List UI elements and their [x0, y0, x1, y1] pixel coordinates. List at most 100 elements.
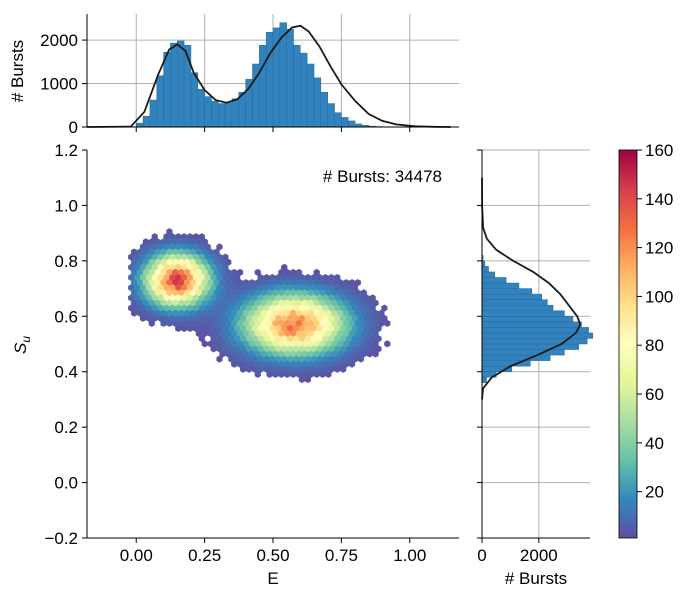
top-hist-bar — [135, 122, 144, 128]
top-hist-bars — [135, 22, 383, 128]
hexbin-cell — [304, 375, 311, 384]
main-xlabel: E — [267, 569, 278, 588]
top-hist-bar — [300, 52, 308, 128]
hexbin-cell — [245, 365, 253, 373]
top-hist-bar — [231, 98, 240, 128]
hexbin-cell — [131, 309, 138, 317]
top-hist-y-tick-label: 1000 — [40, 75, 78, 94]
top-hist-bar — [224, 102, 233, 128]
right-histogram: 0 2000 # Bursts — [477, 149, 594, 588]
main-plot: −0.20.00.20.40.60.81.01.2 0.00 0.25 0.50 0.… — [11, 141, 459, 588]
top-hist-bar — [218, 103, 226, 128]
hexbin-cell — [239, 365, 247, 373]
hexbin-cell — [319, 370, 326, 378]
top-hist-bar — [149, 99, 157, 128]
right-hist-bar — [481, 266, 489, 273]
colorbar-gradient — [618, 149, 638, 539]
top-hist-y-tick-label: 0 — [69, 118, 78, 137]
right-hist-y-ticks — [477, 149, 482, 539]
hexbin-cell — [175, 324, 182, 333]
right-hist-kde-curve — [481, 177, 582, 400]
right-hist-xlabel: # Bursts — [505, 569, 567, 588]
top-histogram: 0 1000 2000 # Bursts — [8, 14, 459, 137]
colorbar-tick-label: 120 — [645, 239, 673, 258]
main-x-ticks: 0.00 0.25 0.50 0.75 1.00 — [120, 538, 426, 565]
top-hist-bar — [347, 120, 356, 128]
top-hist-bar — [313, 77, 322, 128]
top-hist-bar — [170, 42, 178, 128]
top-hist-bar — [327, 103, 335, 128]
top-hist-bar — [320, 91, 328, 128]
top-hist-bar — [286, 28, 294, 128]
hexbin-cell — [160, 319, 167, 327]
main-y-ticks: −0.2 0.0 0.2 0.4 0.6 0.8 1.0 1.2 — [44, 141, 87, 548]
right-hist-bar — [481, 354, 551, 361]
colorbar-tick-label: 100 — [645, 287, 673, 306]
colorbar-tick-label: 20 — [645, 483, 664, 502]
hexbin-cell — [340, 365, 347, 373]
main-x-tick-label: 1.00 — [393, 546, 426, 565]
top-hist-x-ticks — [135, 127, 411, 132]
hexbin-cell — [298, 375, 306, 384]
main-ylabel-subscript: u — [19, 336, 33, 343]
main-x-tick-label: 0.50 — [256, 546, 289, 565]
right-hist-bar — [481, 288, 532, 295]
hexbin-cell — [266, 370, 273, 378]
main-ylabel-main: S — [11, 342, 30, 354]
hexbin-cell — [139, 314, 147, 322]
hexbin-cells — [128, 228, 391, 384]
top-hist-bar — [204, 96, 212, 128]
colorbar-tick-label: 160 — [645, 141, 673, 160]
hexbin-cell — [384, 340, 391, 348]
colorbar-tick-label: 40 — [645, 434, 664, 453]
main-y-tick-label: 0.8 — [54, 252, 78, 271]
top-hist-bar — [197, 88, 205, 128]
top-hist-bar — [190, 72, 199, 128]
right-hist-bar — [481, 343, 579, 350]
right-hist-bar — [481, 321, 582, 328]
hexbin-cell — [313, 370, 320, 378]
right-hist-bar — [481, 299, 548, 306]
main-ylabel: Su — [11, 336, 33, 354]
hexbin-cell — [148, 319, 155, 327]
hexbin-cell — [357, 355, 364, 363]
top-hist-bar — [142, 115, 151, 128]
top-hist-bar — [265, 32, 274, 128]
top-hist-y-tick-label: 2000 — [40, 31, 78, 50]
top-hist-bar — [259, 45, 267, 128]
right-hist-bar — [481, 316, 574, 323]
top-hist-bar — [156, 75, 164, 128]
right-hist-x-ticks: 0 2000 — [477, 538, 558, 565]
colorbar: 20 40 60 80 100 120 140 160 — [618, 141, 673, 539]
hexbin-cell — [372, 350, 379, 358]
main-y-tick-label: 0.4 — [54, 363, 78, 382]
hexbin-cell — [384, 319, 391, 327]
right-hist-bar — [481, 332, 594, 339]
hexbin-cell — [210, 345, 217, 353]
colorbar-ticks: 20 40 60 80 100 120 140 160 — [637, 141, 673, 502]
top-hist-bar — [334, 112, 342, 128]
hexbin-cell — [366, 350, 373, 358]
right-hist-x-tick-label: 0 — [477, 546, 486, 565]
right-hist-bar — [481, 277, 507, 284]
main-y-tick-label: 0.6 — [54, 307, 78, 326]
hexbin-cell — [254, 370, 261, 378]
top-hist-bar — [163, 51, 171, 128]
hexbin-cell — [216, 355, 223, 363]
hexbin-cell — [181, 324, 188, 333]
hexbin-cell — [290, 370, 297, 378]
main-x-tick-label: 0.75 — [325, 546, 358, 565]
hexbin-cell — [231, 360, 238, 368]
hexbin-cell — [186, 324, 194, 333]
right-hist-bar — [481, 377, 487, 384]
main-y-tick-label: 1.0 — [54, 196, 78, 215]
hexbin-cell — [166, 319, 173, 327]
hexbin-cell — [325, 370, 332, 378]
top-hist-ylabel: # Bursts — [8, 40, 27, 102]
top-hist-bar — [306, 63, 315, 128]
right-hist-bar — [481, 349, 565, 356]
hexbin-cell — [272, 370, 279, 378]
right-hist-bar — [481, 271, 496, 278]
top-hist-kde-curve — [86, 24, 451, 128]
